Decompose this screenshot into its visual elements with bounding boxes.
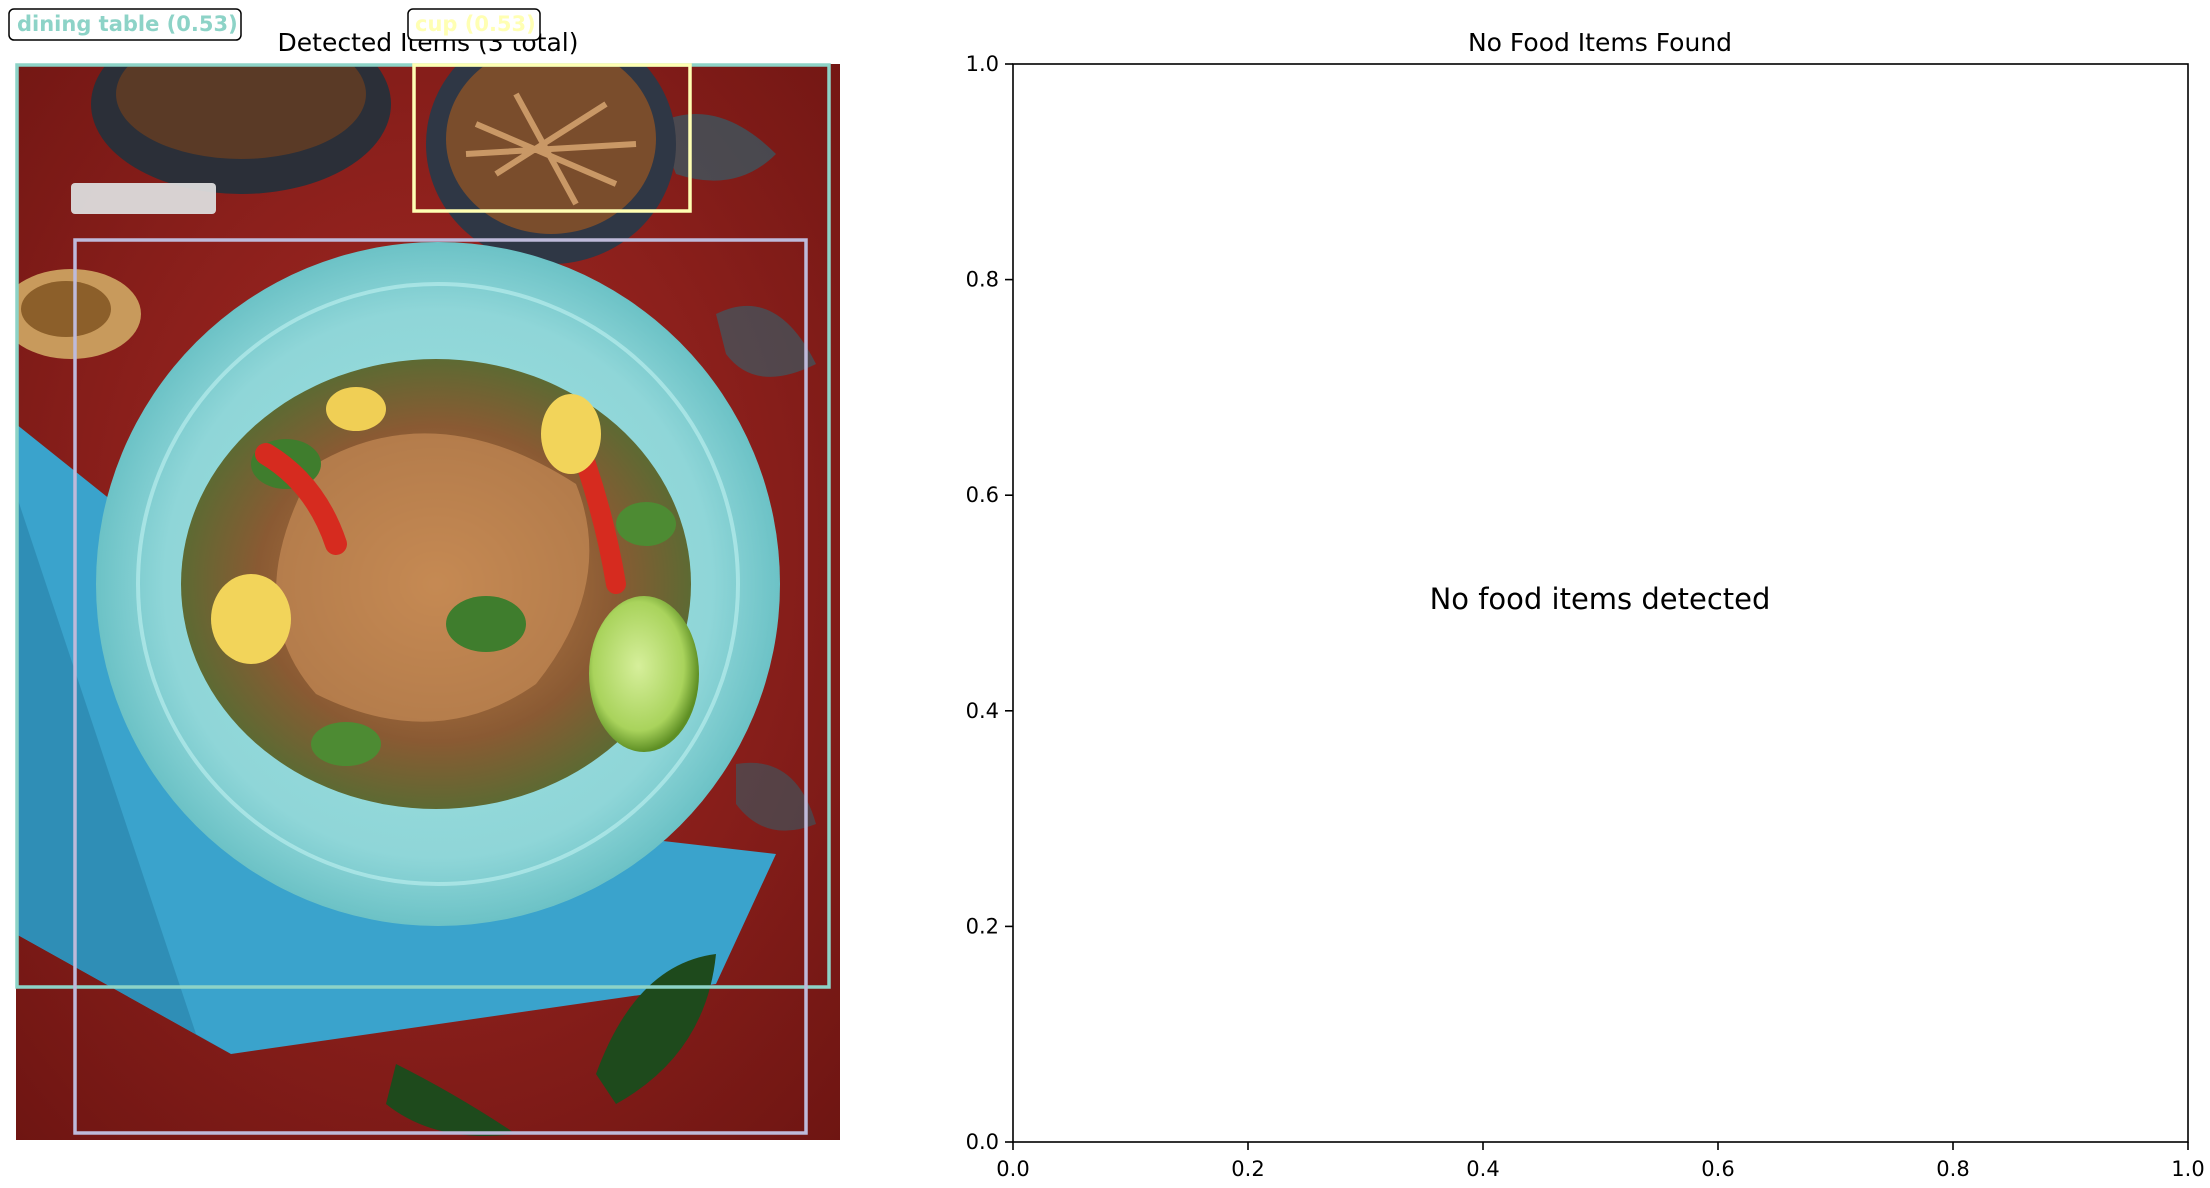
y-tick-label: 1.0	[966, 52, 999, 76]
y-tick-label: 0.2	[966, 914, 999, 938]
detection-label-text: cup (0.53)	[415, 12, 536, 36]
detection-boxes	[15, 63, 831, 1135]
food-photo-illustration	[16, 64, 840, 1140]
detection-label-dining-table: dining table (0.53)	[8, 8, 242, 41]
x-tick-label: 1.0	[2171, 1157, 2204, 1181]
chart-annotation: No food items detected	[1430, 582, 1771, 616]
y-tick-label: 0.4	[966, 699, 999, 723]
lime	[589, 596, 699, 752]
detection-label-third	[71, 183, 216, 214]
detection-labels: dining table (0.53) cup (0.53)	[8, 8, 541, 214]
chart-frame	[1012, 63, 2189, 1143]
y-tick-label: 0.8	[966, 268, 999, 292]
detection-label-cup: cup (0.53)	[407, 8, 541, 41]
x-tick-label: 0.8	[1936, 1157, 1969, 1181]
detection-box	[412, 63, 692, 213]
detection-label-text: dining table (0.53)	[17, 12, 238, 36]
x-tick-label: 0.2	[1231, 1157, 1264, 1181]
x-tick-label: 0.6	[1701, 1157, 1734, 1181]
chart-ticks: 0.0 0.2 0.4 0.6 0.8 1.0 0.0 0.2 0.4 0.6 0.8 1.0	[966, 52, 2205, 1181]
y-tick-label: 0.0	[966, 1130, 999, 1154]
x-tick-label: 0.0	[996, 1157, 1029, 1181]
leaves	[596, 954, 716, 1104]
x-tick-label: 0.4	[1466, 1157, 1499, 1181]
y-tick-label: 0.6	[966, 483, 999, 507]
detection-box	[73, 238, 808, 1135]
food-photo	[16, 64, 840, 1140]
chart-title: No Food Items Found	[1467, 28, 1733, 57]
